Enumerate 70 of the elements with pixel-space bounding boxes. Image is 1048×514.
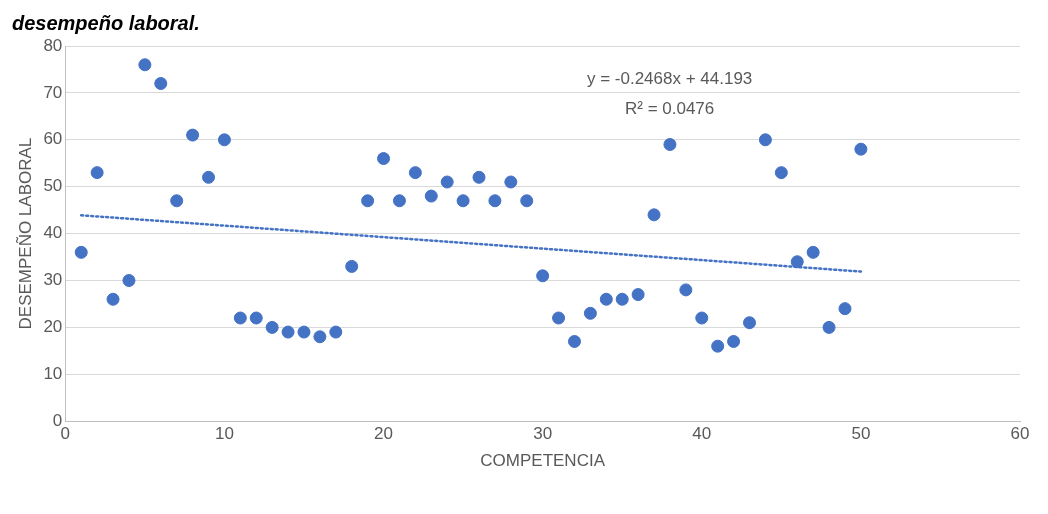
- point: [520, 194, 534, 208]
- point: [806, 245, 820, 259]
- point: [217, 133, 231, 147]
- point: [599, 292, 613, 306]
- point: [822, 320, 836, 334]
- y-axis-title: DESEMPEÑO LABORAL: [15, 137, 35, 330]
- point: [122, 274, 136, 287]
- point: [90, 166, 104, 180]
- annotation: y = -0.2468x + 44.193: [586, 68, 753, 88]
- point: [186, 128, 200, 142]
- y-tick-label: 30: [43, 270, 63, 290]
- y-tick-label: 10: [43, 363, 63, 383]
- x-tick-label: 10: [214, 424, 234, 444]
- point: [583, 306, 597, 320]
- x-axis-title: COMPETENCIA: [480, 451, 606, 471]
- x-tick-label: 60: [1010, 424, 1030, 444]
- point: [408, 166, 422, 180]
- point: [345, 259, 359, 273]
- point: [106, 292, 120, 306]
- y-tick-label: 80: [43, 35, 63, 55]
- point: [647, 208, 661, 222]
- point: [249, 311, 263, 325]
- point: [472, 170, 486, 184]
- x-tick-label: 30: [533, 424, 553, 444]
- y-tick-label: 50: [43, 176, 63, 196]
- point: [567, 334, 581, 348]
- point: [758, 133, 772, 147]
- annotation: R² = 0.0476: [624, 98, 715, 118]
- point: [377, 152, 391, 166]
- point: [727, 334, 741, 348]
- y-tick-label: 60: [43, 129, 63, 149]
- point: [615, 292, 629, 306]
- point: [456, 194, 470, 208]
- point: [281, 325, 295, 339]
- point: [536, 269, 550, 283]
- point: [679, 283, 693, 297]
- point: [361, 194, 375, 208]
- point: [774, 166, 788, 180]
- y-tick-label: 70: [43, 82, 63, 102]
- point: [202, 170, 216, 184]
- point: [854, 142, 868, 156]
- point: [170, 194, 184, 208]
- point: [488, 194, 502, 208]
- point: [711, 339, 725, 353]
- point: [265, 320, 279, 334]
- y-tick-label: 0: [52, 410, 63, 430]
- point: [154, 77, 168, 91]
- point: [74, 245, 88, 259]
- point: [329, 325, 343, 339]
- x-tick-label: 20: [374, 424, 393, 444]
- point: [790, 255, 804, 269]
- point: [695, 311, 709, 325]
- point: [663, 137, 677, 151]
- point: [392, 194, 406, 208]
- point: [313, 330, 327, 344]
- point: [440, 175, 454, 189]
- chart-title: desempeño laboral.: [12, 11, 200, 34]
- point: [297, 325, 311, 339]
- point: [138, 58, 152, 72]
- y-tick-label: 20: [43, 317, 63, 337]
- x-tick-label: 40: [692, 424, 712, 444]
- point: [743, 316, 756, 330]
- x-tick-label: 50: [851, 424, 871, 444]
- point: [233, 311, 247, 325]
- point: [552, 311, 566, 325]
- point: [838, 302, 852, 316]
- point: [424, 189, 438, 203]
- point: [631, 288, 645, 302]
- point: [504, 175, 518, 189]
- y-tick-label: 40: [43, 223, 63, 243]
